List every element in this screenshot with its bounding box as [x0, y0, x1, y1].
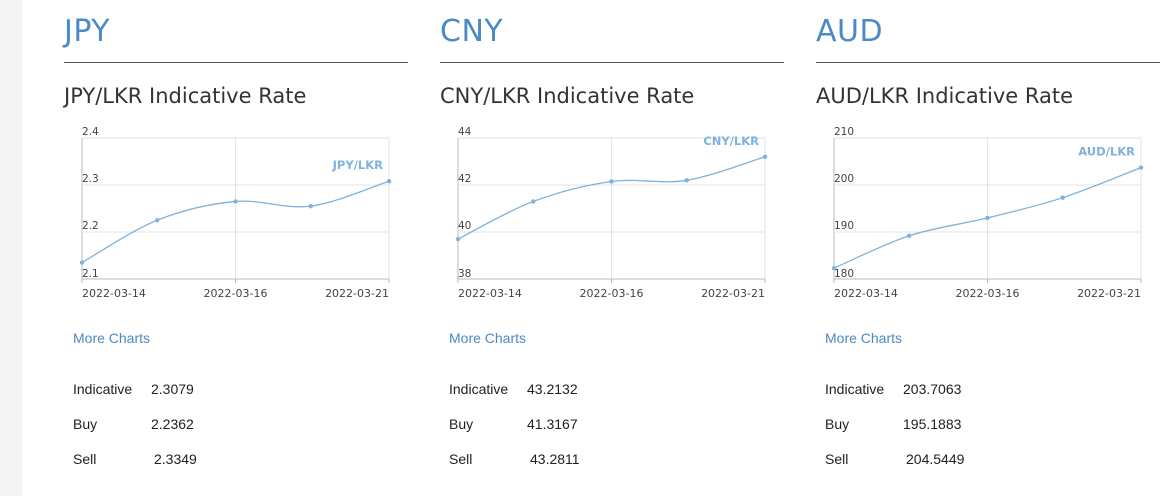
rate-value: 2.2362 — [151, 416, 194, 432]
rate-value: 203.7063 — [903, 381, 962, 397]
data-point — [985, 215, 990, 221]
data-point — [907, 233, 912, 238]
x-tick-label: 2022-03-21 — [701, 287, 765, 300]
currency-code-heading: CNY — [440, 14, 504, 49]
rate-value: 43.2132 — [527, 381, 578, 397]
chart-title: AUD/LKR Indicative Rate — [816, 84, 1074, 108]
x-tick-label: 2022-03-14 — [834, 287, 898, 300]
rate-label: Indicative — [449, 381, 509, 397]
rate-label: Sell — [73, 451, 97, 467]
data-point — [386, 179, 392, 184]
series-label: JPY/LKR — [332, 158, 383, 172]
rate-label: Buy — [73, 416, 98, 432]
data-point — [609, 179, 614, 184]
x-tick-label: 2022-03-16 — [204, 287, 268, 300]
x-tick-label: 2022-03-21 — [1077, 287, 1141, 300]
heading-divider — [64, 62, 408, 63]
series-label: CNY/LKR — [703, 134, 759, 148]
y-tick-label: 2.1 — [82, 268, 99, 280]
rate-label: Sell — [449, 451, 473, 467]
rate-value: 204.5449 — [906, 451, 965, 467]
rate-value: 43.2811 — [530, 451, 580, 467]
rate-value: 41.3167 — [527, 416, 578, 432]
data-point — [155, 218, 160, 223]
currency-code-heading: AUD — [816, 14, 884, 49]
y-tick-label: 190 — [834, 220, 854, 232]
x-tick-label: 2022-03-21 — [325, 287, 389, 300]
rate-value: 195.1883 — [903, 416, 962, 432]
y-tick-label: 210 — [834, 126, 854, 138]
heading-divider — [816, 62, 1160, 63]
y-tick-label: 2.3 — [82, 173, 99, 185]
rate-label: Buy — [449, 416, 474, 432]
rate-value: 2.3349 — [154, 451, 197, 467]
data-point — [79, 260, 85, 265]
rate-line-chart: 180 190 200 210 2022-03-14 2022-03-16 2022-03-… — [831, 126, 1144, 300]
data-point — [233, 199, 238, 204]
chart-title: JPY/LKR Indicative Rate — [64, 84, 307, 108]
x-tick-label: 2022-03-14 — [82, 287, 146, 300]
currency-panel-aud: AUD AUD/LKR Indicative Rate 180 190 200 210… — [816, 0, 1161, 496]
y-tick-label: 200 — [834, 173, 854, 185]
left-sidebar-strip — [0, 0, 22, 496]
rate-line-chart: 2.1 2.2 2.3 2.4 2022-03-14 2022-03-16 2022-03-… — [79, 126, 392, 300]
y-tick-label: 2.2 — [82, 220, 99, 232]
x-tick-label: 2022-03-14 — [458, 287, 522, 300]
data-point — [531, 199, 536, 204]
rate-label: Sell — [825, 451, 849, 467]
y-tick-label: 2.4 — [82, 126, 99, 138]
rate-line-chart: 38 40 42 44 2022-03-14 2022-03-16 2022-03-21 CN… — [455, 126, 768, 300]
rate-value: 2.3079 — [151, 381, 194, 397]
series-label: AUD/LKR — [1078, 145, 1135, 159]
x-tick-label: 2022-03-16 — [580, 287, 644, 300]
y-tick-label: 38 — [458, 268, 471, 280]
data-point — [831, 265, 837, 271]
more-charts-link[interactable]: More Charts — [73, 330, 151, 346]
y-tick-label: 44 — [458, 126, 472, 138]
y-tick-label: 40 — [458, 220, 471, 232]
rate-label: Buy — [825, 416, 850, 432]
more-charts-link[interactable]: More Charts — [825, 330, 903, 346]
chart-title: CNY/LKR Indicative Rate — [440, 84, 695, 108]
data-point — [308, 203, 313, 209]
data-point — [684, 178, 689, 183]
rate-label: Indicative — [73, 381, 133, 397]
currency-panel-cny: CNY CNY/LKR Indicative Rate 38 40 42 44 2022… — [440, 0, 785, 496]
rate-label: Indicative — [825, 381, 885, 397]
data-point — [762, 154, 768, 159]
y-tick-label: 180 — [834, 268, 854, 280]
data-point — [1138, 165, 1144, 170]
data-point — [1060, 195, 1065, 200]
more-charts-link[interactable]: More Charts — [449, 330, 527, 346]
currency-panel-jpy: JPY JPY/LKR Indicative Rate 2.1 2.2 2.3 2.4… — [64, 0, 409, 496]
data-point — [455, 236, 461, 242]
heading-divider — [440, 62, 784, 63]
x-tick-label: 2022-03-16 — [956, 287, 1020, 300]
y-tick-label: 42 — [458, 173, 471, 185]
currency-code-heading: JPY — [64, 14, 111, 49]
